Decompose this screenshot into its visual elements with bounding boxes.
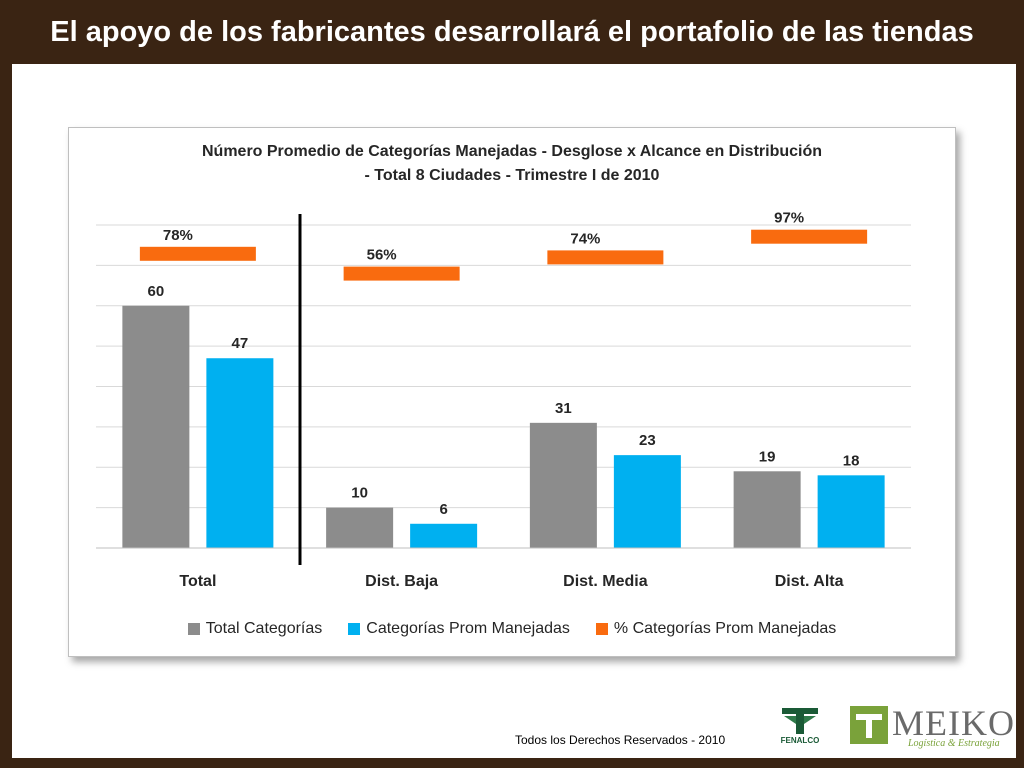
data-label-managed: 6: [439, 501, 447, 518]
category-label: Dist. Baja: [365, 573, 438, 590]
percent-label: 74%: [570, 230, 600, 247]
fenalco-text: FENALCO: [780, 736, 820, 745]
meiko-subtitle: Logística & Estrategia: [908, 738, 1000, 749]
legend-swatch-percent: [595, 623, 608, 635]
data-label-managed: 47: [232, 335, 249, 352]
chart-plot: 60 47 78% Total 10 6 56% Dist. Baja 31 23 74% Dist.…: [96, 210, 911, 590]
data-label-total: 19: [759, 448, 776, 465]
chart-title-line1: Número Promedio de Categorías Manejadas …: [201, 143, 823, 160]
bar-total: [733, 471, 801, 548]
bar-total: [529, 422, 597, 548]
percent-marker: [139, 246, 256, 261]
bar-total: [326, 507, 394, 548]
legend-label-total: Total Categorías: [205, 620, 323, 637]
percent-label: 78%: [163, 227, 193, 244]
legend-label-managed: Categorías Prom Manejadas: [366, 620, 570, 637]
percent-label: 97%: [774, 210, 804, 227]
legend-item-total: Total Categorías: [187, 620, 323, 638]
bar-managed: [206, 358, 274, 548]
legend-item-managed: Categorías Prom Manejadas: [348, 620, 570, 638]
data-label-managed: 23: [639, 432, 656, 449]
bar-managed: [410, 523, 478, 548]
meiko-emblem-icon: [850, 706, 888, 744]
bar-total: [122, 305, 190, 548]
meiko-text: MEIKO: [892, 703, 1015, 743]
category-label: Total: [179, 573, 216, 590]
chart-title-line2: - Total 8 Ciudades - Trimestre I de 2010: [364, 167, 660, 184]
bar-managed: [817, 475, 885, 548]
bar-managed: [613, 455, 681, 548]
chart-title: Número Promedio de Categorías Manejadas …: [69, 140, 955, 188]
legend-item-percent: % Categorías Prom Manejadas: [595, 620, 837, 638]
fenalco-emblem-icon: [782, 708, 818, 734]
data-label-managed: 18: [843, 452, 860, 469]
percent-marker: [751, 229, 868, 244]
slide-title: El apoyo de los fabricantes desarrollará…: [50, 15, 974, 48]
meiko-logo: MEIKO Logística & Estrategia: [850, 702, 1014, 750]
footer-copyright: Todos los Derechos Reservados - 2010: [515, 733, 726, 747]
percent-label: 56%: [367, 247, 397, 264]
percent-marker: [343, 266, 460, 281]
legend-swatch-managed: [348, 623, 361, 635]
chart-legend: Total Categorías Categorías Prom Manejad…: [69, 620, 955, 638]
data-label-total: 60: [148, 283, 165, 300]
legend-label-percent: % Categorías Prom Manejadas: [613, 620, 837, 637]
data-label-total: 10: [351, 485, 368, 502]
data-label-total: 31: [555, 400, 572, 417]
fenalco-logo: FENALCO: [776, 706, 824, 750]
category-label: Dist. Alta: [775, 573, 844, 590]
slide-panel: 60 47 78% Total 10 6 56% Dist. Baja 31 23 74% Dist.…: [12, 64, 1016, 758]
legend-swatch-total: [187, 623, 200, 635]
percent-marker: [547, 250, 664, 265]
category-label: Dist. Media: [563, 573, 648, 590]
chart-container: 60 47 78% Total 10 6 56% Dist. Baja 31 23 74% Dist.…: [68, 127, 956, 657]
